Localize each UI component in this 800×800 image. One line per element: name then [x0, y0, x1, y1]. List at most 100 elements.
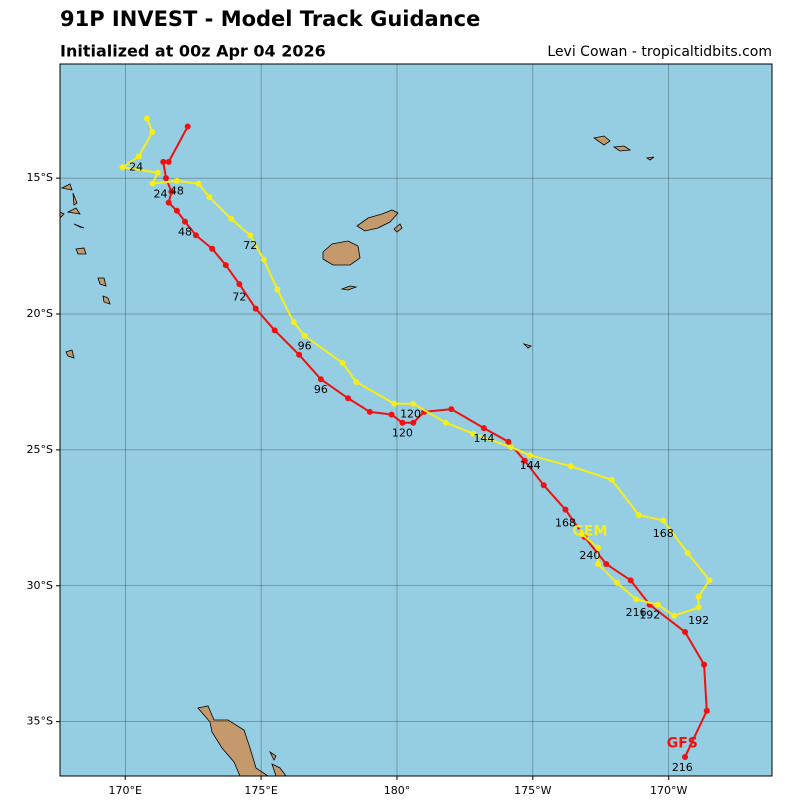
land	[97, 277, 107, 287]
track-point	[562, 506, 569, 513]
land	[65, 349, 75, 359]
tracks: 24487296120144168192216GFS24487296120144…	[119, 115, 713, 774]
track-point	[614, 580, 621, 587]
track-point	[260, 256, 267, 263]
y-tick-label: 30°S	[27, 579, 53, 592]
land	[340, 285, 358, 291]
land	[72, 192, 78, 206]
hour-label: 24	[154, 187, 168, 200]
track-point	[162, 175, 169, 182]
track-point	[143, 115, 150, 122]
track-point	[595, 561, 602, 568]
hour-label: 120	[392, 427, 413, 440]
land	[75, 247, 87, 255]
track-point	[168, 188, 175, 195]
x-tick-label: 170°W	[650, 784, 687, 797]
y-tick-label: 20°S	[27, 307, 53, 320]
track-point	[339, 359, 346, 366]
hour-label: 216	[626, 606, 647, 619]
land-layer	[60, 135, 655, 776]
track-point	[119, 164, 126, 171]
hour-label: 24	[129, 160, 143, 173]
track-point	[353, 378, 360, 385]
track-point	[608, 476, 615, 483]
track-point	[671, 612, 678, 619]
land	[102, 295, 111, 305]
hour-label: 48	[170, 185, 184, 198]
y-tick-label: 25°S	[27, 443, 53, 456]
hour-label: 192	[688, 614, 709, 627]
track-point	[448, 406, 455, 413]
hour-label: 72	[243, 239, 257, 252]
track-point	[410, 419, 417, 426]
land	[645, 156, 655, 161]
plot-frame	[59, 63, 773, 777]
track-point	[540, 482, 547, 489]
track-point	[391, 400, 398, 407]
track-point	[236, 281, 243, 288]
track-point	[682, 628, 689, 635]
hour-label: 168	[653, 527, 674, 540]
track-point	[603, 561, 610, 568]
x-tick-label: 175°E	[244, 784, 277, 797]
track-point	[271, 327, 278, 334]
land	[393, 223, 403, 233]
track-point	[274, 286, 281, 293]
track-point	[184, 123, 191, 130]
track-point	[470, 430, 477, 437]
hour-label: 168	[555, 516, 576, 529]
track-point	[684, 550, 691, 557]
model-label: GFS	[667, 735, 698, 751]
track-point	[480, 425, 487, 432]
chart-title: 91P INVEST - Model Track Guidance	[60, 7, 480, 31]
track-point	[695, 593, 702, 600]
track-point	[247, 232, 254, 239]
land	[322, 240, 361, 266]
model-label: GEM	[572, 523, 607, 539]
hour-label: 144	[520, 459, 541, 472]
track-point	[505, 438, 512, 445]
x-tick-label: 170°E	[108, 784, 141, 797]
track-point	[410, 400, 417, 407]
track-point	[149, 180, 156, 187]
track-point	[567, 463, 574, 470]
track-point	[173, 177, 180, 184]
hour-label: 216	[672, 761, 693, 774]
track-point	[654, 601, 661, 608]
track-point	[627, 577, 634, 584]
land	[593, 135, 611, 146]
track-point	[252, 305, 259, 312]
land	[612, 145, 632, 152]
track-point	[173, 207, 180, 214]
track-point	[595, 544, 602, 551]
track-point	[388, 411, 395, 418]
land	[197, 705, 269, 776]
track-point	[195, 180, 202, 187]
track-point	[296, 351, 303, 358]
track-point	[317, 376, 324, 383]
hour-label: 144	[473, 432, 494, 445]
hour-label: 120	[400, 408, 421, 421]
track-point	[366, 408, 373, 415]
land	[66, 207, 81, 215]
chart-subtitle: Initialized at 00z Apr 04 2026	[60, 42, 326, 61]
hour-label: 192	[639, 609, 660, 622]
track-point	[703, 707, 710, 714]
track-point	[228, 215, 235, 222]
track-point	[209, 245, 216, 252]
track-point	[192, 232, 199, 239]
track-point	[701, 661, 708, 668]
land	[60, 211, 65, 219]
track-point	[695, 604, 702, 611]
track-point	[182, 218, 189, 225]
track-point	[165, 158, 172, 165]
track-point	[633, 596, 640, 603]
hour-label: 72	[232, 291, 246, 304]
grid-layer	[60, 64, 772, 776]
track-point	[521, 457, 528, 464]
track-point	[345, 395, 352, 402]
land	[356, 209, 399, 232]
track-point	[660, 517, 667, 524]
track-point	[399, 419, 406, 426]
land	[271, 763, 287, 776]
